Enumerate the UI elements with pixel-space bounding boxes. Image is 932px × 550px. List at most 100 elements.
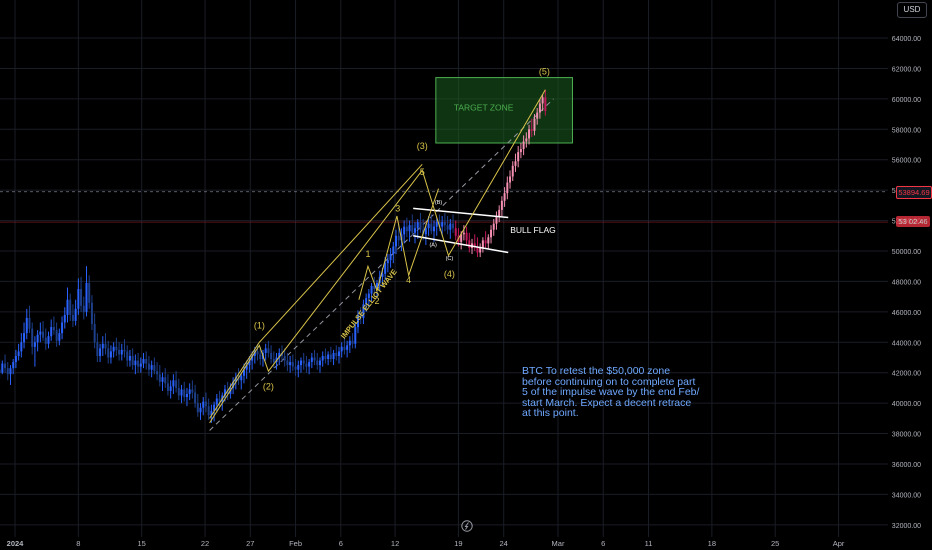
candle-body (77, 289, 80, 309)
candle-body (161, 377, 164, 382)
candle-body (395, 235, 398, 247)
candle-body (343, 346, 346, 350)
tradingview-logo-icon[interactable] (461, 520, 473, 532)
forecast-candle-body (536, 112, 539, 119)
candle-body (150, 365, 153, 370)
x-tick-label: 25 (771, 539, 779, 548)
x-tick-label: 27 (246, 539, 254, 548)
candle-body (169, 386, 172, 391)
forecast-candle-body (530, 129, 533, 131)
candle-body (392, 246, 395, 255)
forecast-candle-body (544, 97, 547, 112)
candle-body (278, 352, 281, 358)
candle-body (321, 355, 324, 361)
candle-body (9, 368, 12, 375)
candle-body (123, 349, 126, 352)
candle-body (414, 228, 417, 233)
candle-body (351, 340, 354, 344)
x-tick-label: 22 (201, 539, 209, 548)
y-tick-label: 40000.00 (892, 401, 921, 408)
elliott-wave-path (209, 89, 546, 424)
wave-label: (5) (539, 67, 550, 77)
candle-body (80, 289, 83, 306)
candle-body (61, 322, 64, 334)
candle-body (362, 304, 365, 318)
candle-body (270, 352, 273, 360)
candle-body (71, 314, 74, 321)
candle-body (259, 354, 262, 360)
candle-body (191, 389, 194, 393)
forecast-candle-body (454, 228, 457, 236)
wave-label: (4) (444, 269, 455, 279)
candle-body (327, 354, 330, 360)
price-label-last: 53 02.46 (896, 216, 930, 227)
candle-body (93, 324, 96, 343)
forecast-candle-body (514, 161, 517, 166)
wave-label: (3) (417, 141, 428, 151)
y-tick-label: 58000.00 (892, 127, 921, 134)
forecast-candle-body (500, 200, 503, 210)
candle-body (42, 331, 45, 338)
candle-body (90, 302, 93, 325)
candle-body (251, 355, 254, 361)
forecast-candle-body (460, 234, 463, 242)
wave-label: (2) (263, 381, 274, 391)
target-zone-label: TARGET ZONE (454, 103, 514, 113)
candle-body (253, 351, 256, 356)
candle-body (242, 369, 245, 376)
candle-body (234, 377, 237, 382)
forecast-candle-body (509, 176, 512, 183)
candle-body (88, 282, 91, 303)
candle-body (104, 343, 107, 349)
candle-body (223, 389, 226, 396)
candle-body (23, 333, 26, 343)
candle-body (397, 235, 400, 241)
x-tick-label: Feb (289, 539, 302, 548)
forecast-candle-body (541, 97, 544, 104)
candle-body (302, 360, 305, 364)
candle-body (139, 363, 142, 367)
candle-body (337, 351, 340, 356)
forecast-candle-body (473, 243, 476, 247)
candle-body (367, 293, 370, 299)
y-tick-label: 62000.00 (892, 66, 921, 73)
elliott-wave-sub-path (358, 188, 440, 300)
candle-body (291, 362, 294, 367)
currency-button[interactable]: USD (897, 2, 927, 18)
candle-body (112, 346, 115, 352)
candle-body (207, 406, 210, 416)
forecast-candle-body (487, 237, 490, 244)
candle-body (36, 334, 39, 343)
candle-body (264, 348, 267, 353)
forecast-candle-body (519, 149, 522, 153)
candle-body (180, 389, 183, 396)
candle-body (69, 299, 72, 315)
candle-body (39, 331, 42, 335)
wave-label: 3 (395, 203, 400, 213)
candle-body (177, 387, 180, 396)
candle-body (245, 365, 248, 370)
forecast-candle-body (479, 247, 482, 253)
candle-body (318, 360, 321, 366)
candle-body (4, 363, 7, 369)
x-tick-label: 11 (645, 539, 653, 548)
wave-label: 2 (374, 296, 379, 306)
forecast-candle-body (525, 138, 528, 142)
candle-body (354, 327, 357, 344)
forecast-candle-body (503, 193, 506, 201)
candle-body (158, 374, 161, 382)
candle-body (433, 226, 436, 232)
candle-body (20, 342, 23, 352)
x-tick-label: 12 (391, 539, 399, 548)
forecast-candle-body (495, 216, 498, 224)
candle-body (199, 407, 202, 413)
candle-body (384, 263, 387, 274)
candle-body (283, 355, 286, 361)
candle-body (175, 380, 178, 388)
candle-body (142, 359, 145, 364)
candle-body (47, 336, 50, 344)
candle-body (386, 260, 389, 264)
candle-body (109, 351, 112, 358)
candle-body (134, 360, 137, 366)
